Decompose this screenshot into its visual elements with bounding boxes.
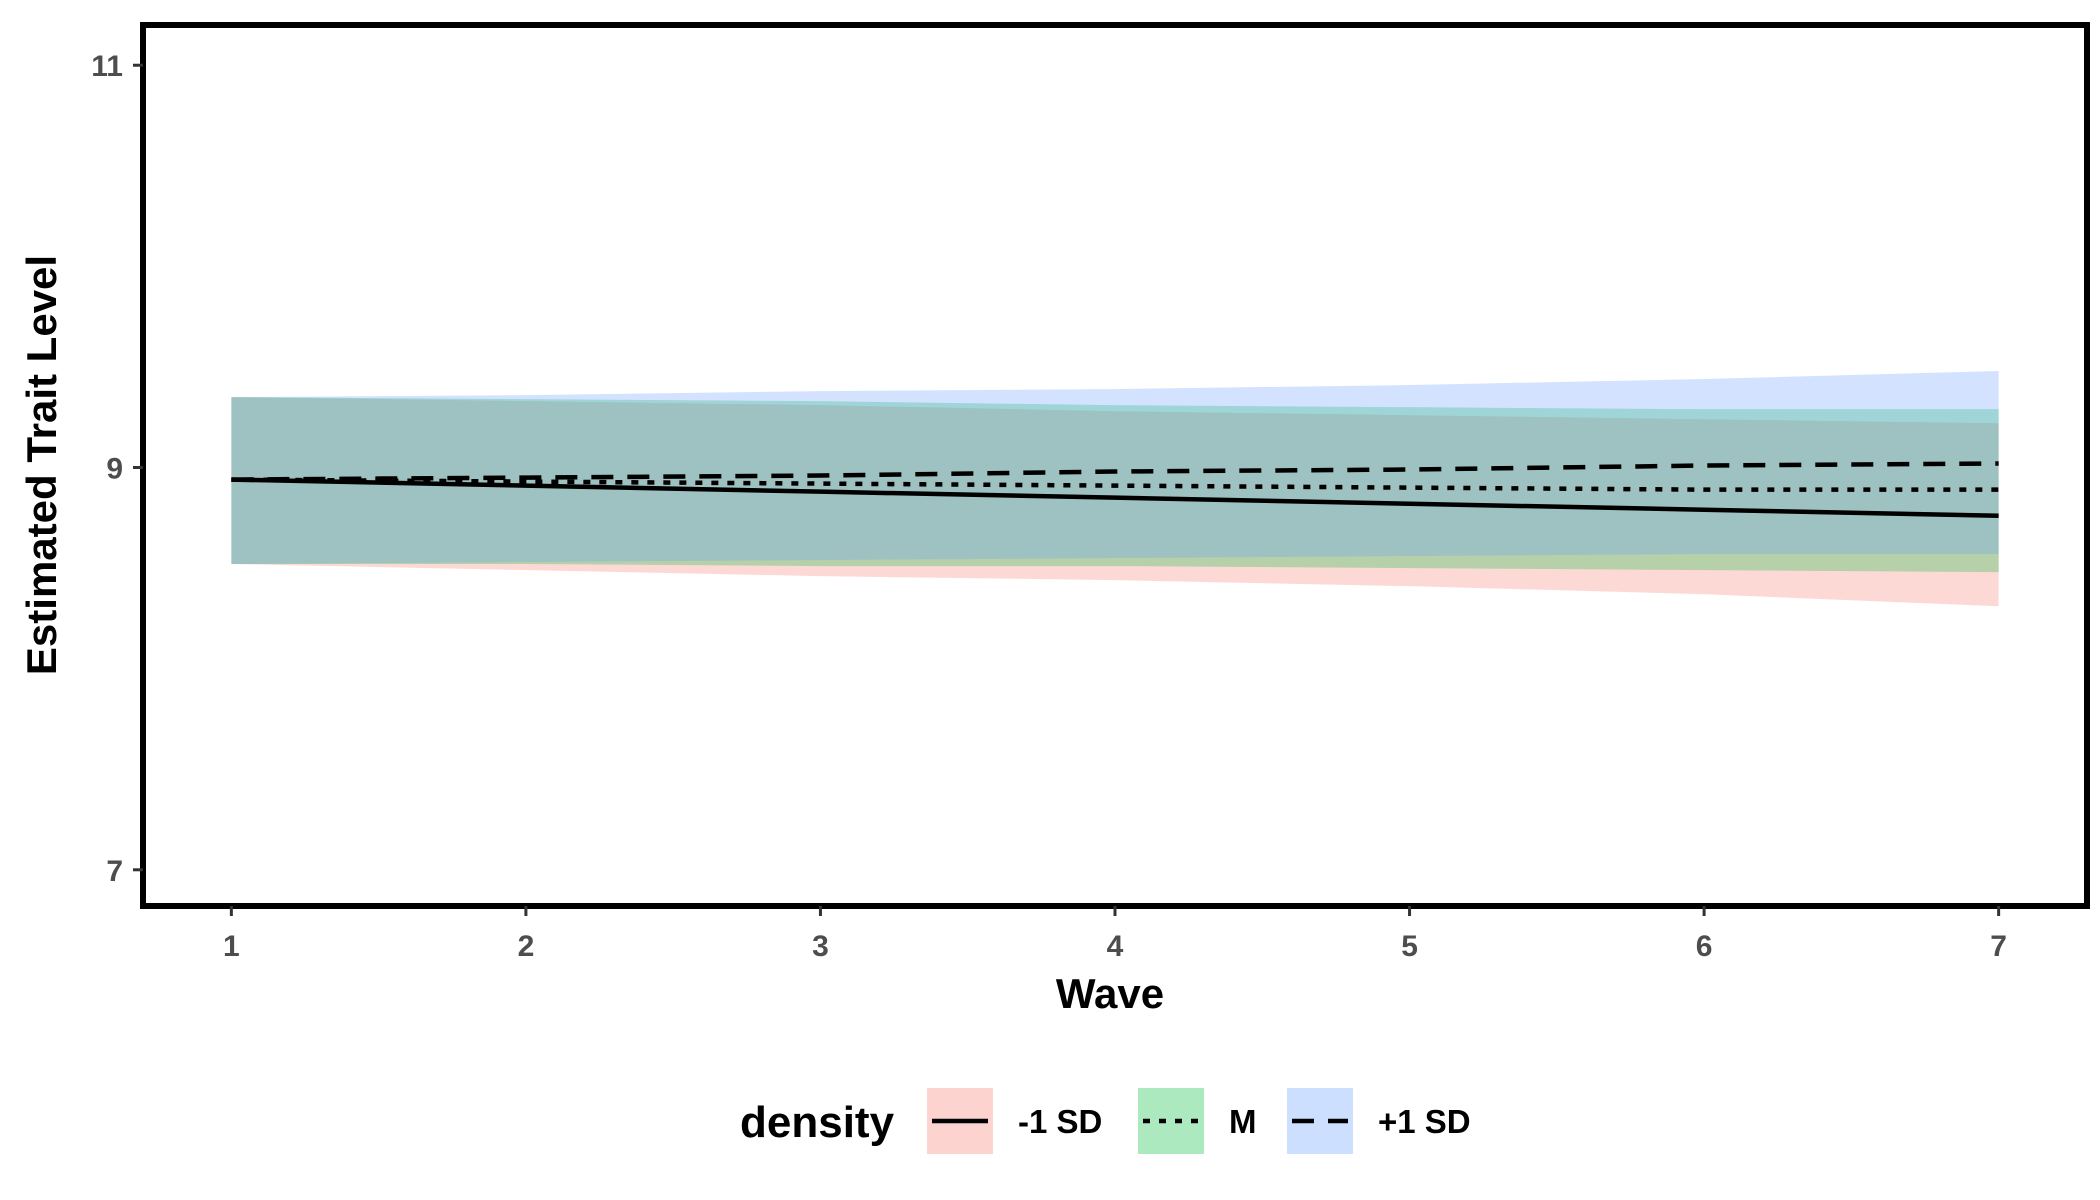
x-tick-label: 2 — [518, 930, 535, 963]
x-tick-label: 4 — [1107, 930, 1124, 963]
y-tick-label: 7 — [106, 855, 123, 888]
legend: density -1 SD M +1 SD — [740, 1088, 1471, 1154]
band-plusminus-1-sd — [231, 370, 1999, 565]
band-minus-1-sd — [231, 397, 1999, 607]
series-lines — [231, 461, 1999, 519]
x-tick-label: 6 — [1696, 930, 1713, 963]
x-tick-label: 1 — [223, 930, 240, 963]
y-tick-label: 9 — [106, 453, 123, 486]
confidence-bands — [231, 370, 1999, 607]
legend-label-plusminus-1-sd: +1 SD — [1378, 1103, 1471, 1140]
line-minus-1-sd — [231, 477, 1999, 519]
legend-label-minus-1-sd: -1 SD — [1018, 1103, 1102, 1140]
legend-items: -1 SD M +1 SD — [927, 1088, 1471, 1154]
y-tick-label: 11 — [91, 50, 123, 83]
x-tick-label: 3 — [812, 930, 829, 963]
line-m — [231, 477, 1999, 492]
x-tick-label: 5 — [1401, 930, 1418, 963]
y-axis-title: Estimated Trait Level — [18, 255, 65, 675]
legend-title: density — [740, 1098, 895, 1147]
line-plusminus-1-sd — [231, 461, 1999, 482]
x-axis: 1 2 3 4 5 6 7 — [223, 906, 2007, 963]
legend-label-m: M — [1229, 1103, 1257, 1140]
x-tick-label: 7 — [1990, 930, 2007, 963]
x-axis-title: Wave — [1056, 970, 1164, 1017]
y-axis: 7 9 11 — [91, 50, 143, 888]
